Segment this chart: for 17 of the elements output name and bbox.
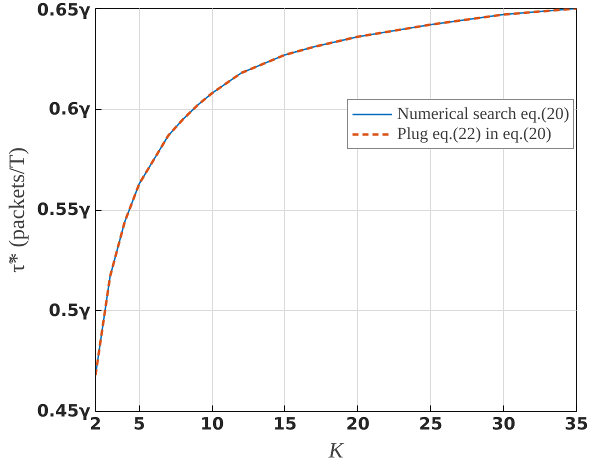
x-tick-label: 30 (492, 414, 516, 434)
x-tick-label: 5 (133, 414, 146, 434)
x-axis-title: K (328, 438, 345, 462)
y-tick-label: 0.6γ (48, 99, 91, 120)
x-tick-label: 25 (418, 414, 443, 434)
legend-label: Numerical search eq.(20) (397, 104, 570, 124)
y-tick-label: 0.65γ (36, 0, 91, 20)
x-tick-label: 20 (346, 414, 370, 434)
legend-label: Plug eq.(22) in eq.(20) (397, 124, 552, 144)
y-tick-label: 0.55γ (36, 200, 91, 220)
x-tick-label: 10 (200, 414, 224, 434)
x-tick-label: 35 (564, 414, 588, 434)
x-tick-label: 2 (90, 414, 102, 434)
y-tick-label: 0.45γ (36, 402, 91, 422)
y-axis-title: τ̃* (packets/T) (4, 147, 29, 273)
x-tick-label: 15 (273, 414, 297, 434)
y-tick-label: 0.5γ (48, 300, 91, 321)
